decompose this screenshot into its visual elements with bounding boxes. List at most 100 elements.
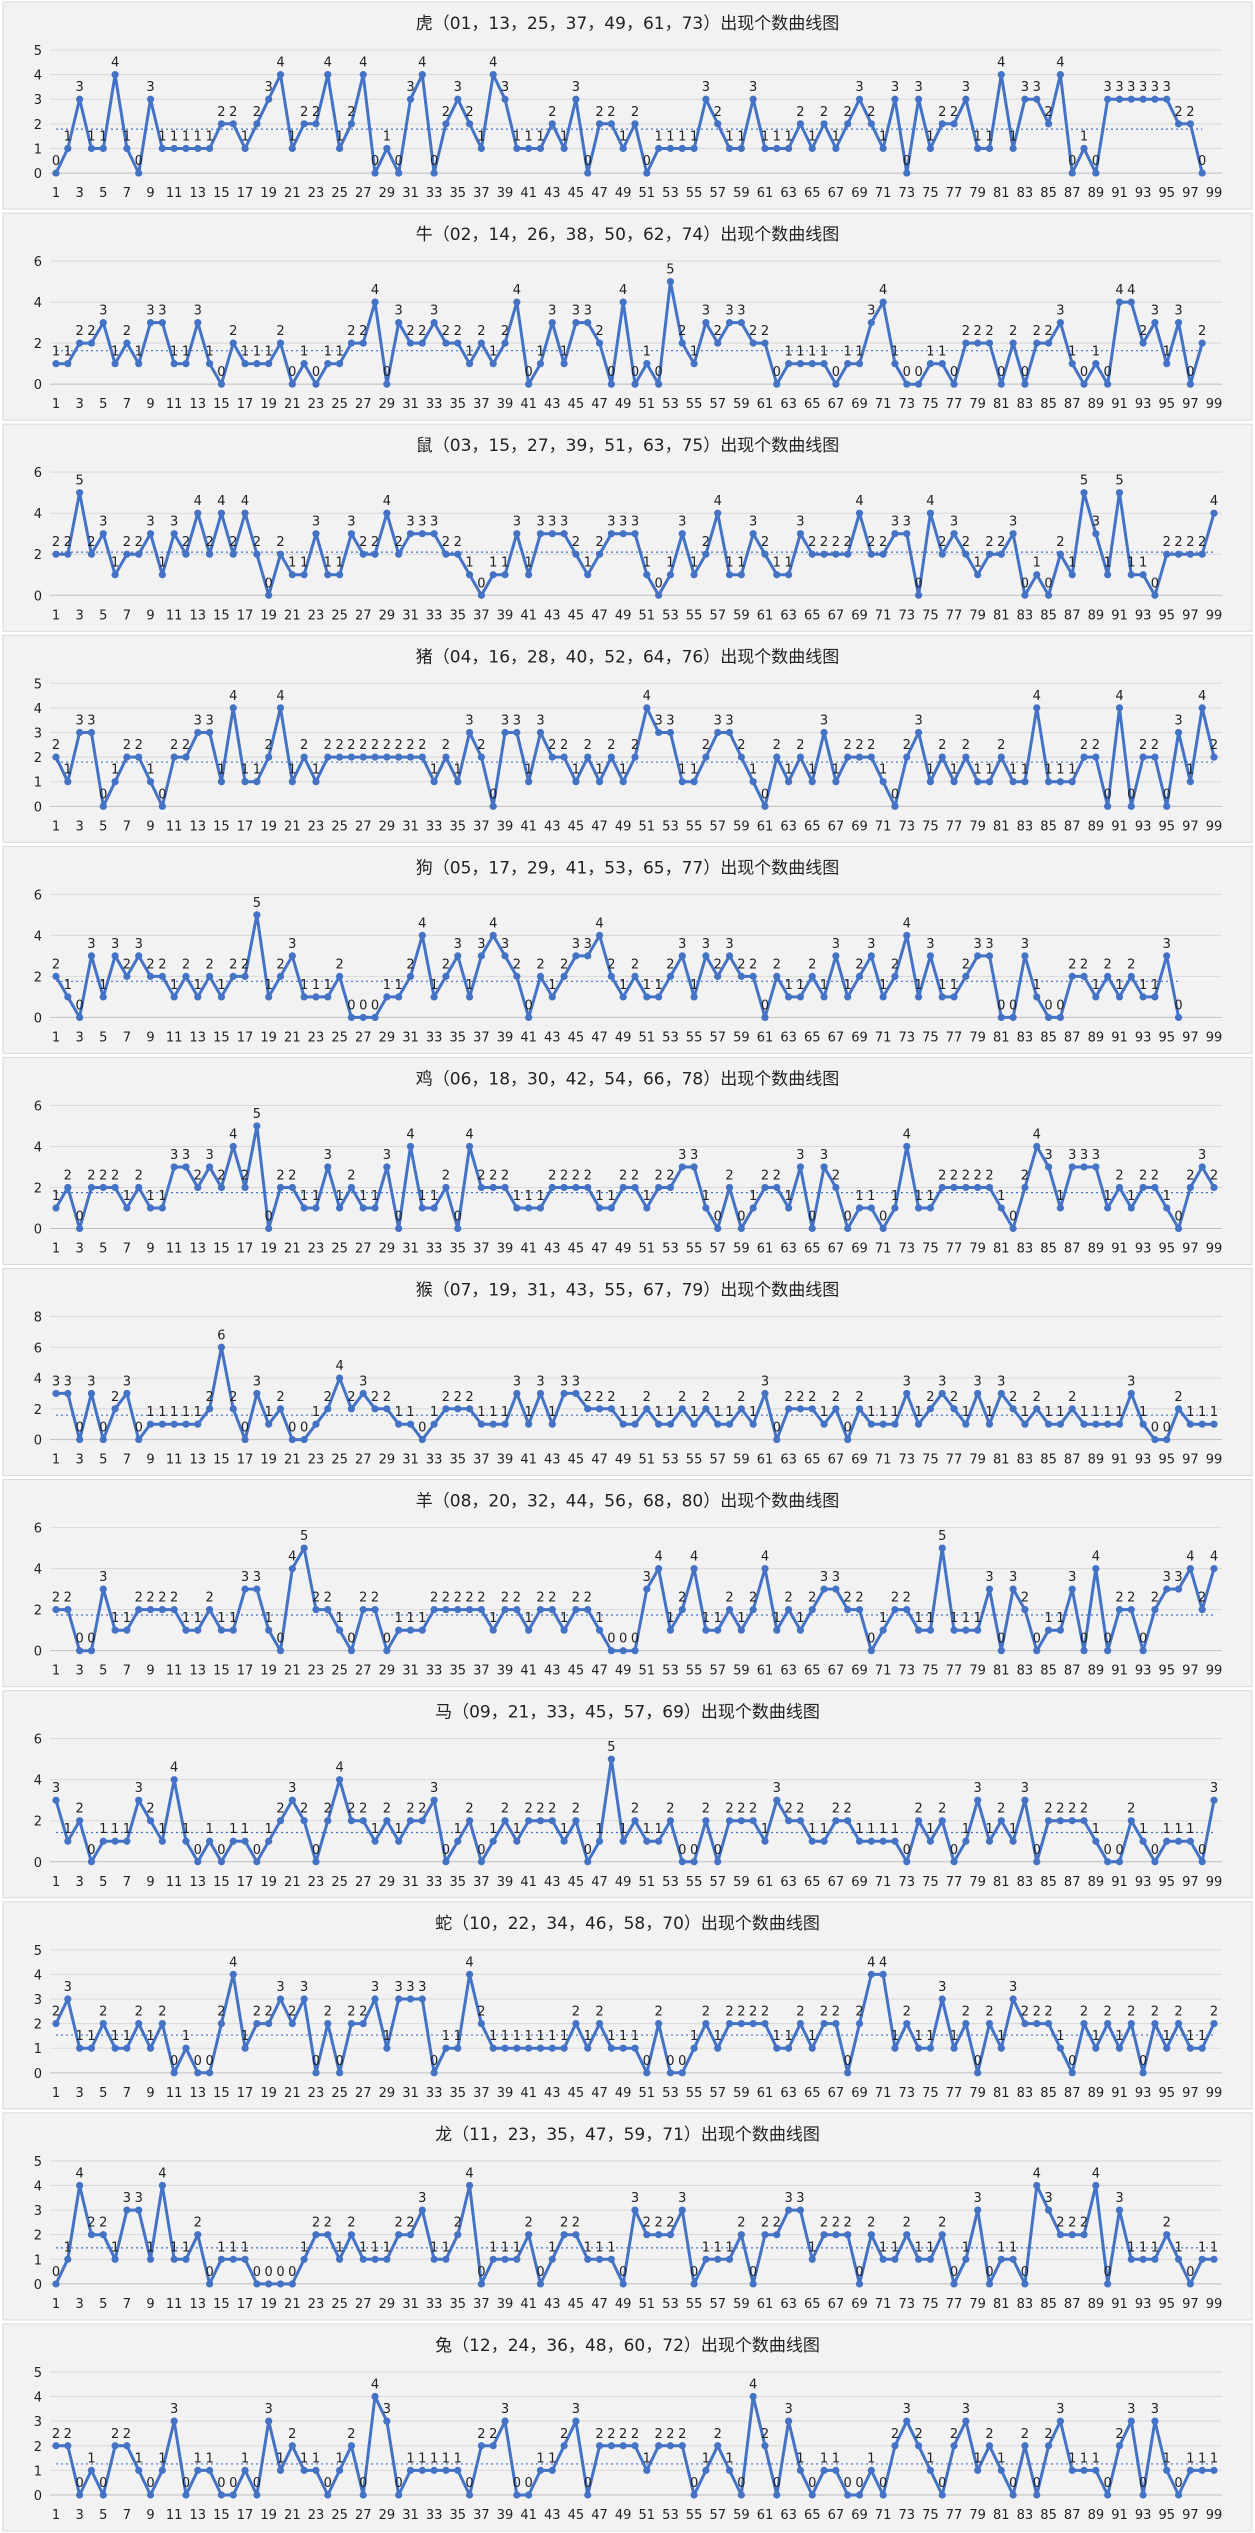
data-label: 1 [324,556,332,571]
x-tick-label: 13 [190,1030,207,1045]
data-point [465,728,474,737]
data-point [265,2280,273,2288]
data-point [879,1837,887,1845]
data-label: 3 [135,2191,143,2206]
data-label: 4 [170,1761,178,1776]
x-tick-label: 97 [1182,1664,1199,1679]
data-point [655,993,663,1001]
data-label: 0 [903,1843,911,1858]
x-tick-label: 69 [851,608,868,623]
data-label: 3 [678,2191,686,2206]
x-tick-label: 81 [993,1242,1010,1257]
data-point [1080,1647,1088,1655]
data-point [560,2231,568,2239]
data-label: 1 [442,2240,450,2255]
data-point [430,319,438,327]
data-label: 2 [844,1802,852,1817]
chart-title: 龙（11，23，35，47，59，71）出现个数曲线图 [435,2125,820,2145]
data-label: 2 [867,535,875,550]
x-tick-label: 83 [1017,1030,1034,1045]
data-point [111,71,119,79]
x-tick-label: 93 [1135,2508,1152,2523]
x-tick-label: 21 [284,1030,301,1045]
data-point [914,591,923,599]
data-point [985,1585,994,1593]
x-tick-label: 61 [757,819,774,834]
data-point [1056,2044,1064,2052]
data-label: 2 [938,2216,946,2231]
x-tick-label: 15 [213,1030,230,1045]
data-label: 2 [997,1802,1005,1817]
data-label: 2 [607,2427,615,2442]
data-point [146,2491,155,2499]
data-point [950,380,958,388]
x-tick-label: 47 [591,1875,608,1890]
x-tick-label: 67 [828,397,845,412]
x-tick-label: 67 [828,2297,845,2312]
data-point [1186,1420,1194,1428]
data-label: 1 [489,1822,497,1837]
data-label: 1 [654,129,662,144]
data-point [87,1183,96,1192]
data-label: 3 [87,937,95,952]
x-tick-label: 17 [237,608,254,623]
data-label: 1 [1009,1822,1017,1837]
x-tick-label: 11 [166,2297,183,2312]
data-label: 0 [205,2265,213,2280]
x-tick-label: 19 [260,608,277,623]
data-point [1127,2417,1135,2425]
data-label: 1 [170,345,178,360]
data-label: 2 [595,105,603,120]
data-label: 0 [1174,2476,1182,2491]
data-label: 3 [99,1570,107,1585]
data-point [253,550,261,558]
data-label: 2 [324,1390,332,1405]
data-label: 1 [465,345,473,360]
data-point [1115,2206,1124,2214]
data-point [335,972,344,980]
data-point [418,339,426,347]
y-tick-label: 6 [34,255,42,270]
x-tick-label: 91 [1111,819,1128,834]
data-label: 3 [1174,1570,1182,1585]
y-tick-label: 4 [34,1563,42,1578]
data-label: 3 [395,1980,403,1995]
data-point [52,1389,60,1398]
data-label: 2 [229,105,237,120]
data-label: 1 [182,345,190,360]
data-point [714,1858,722,1866]
x-tick-label: 47 [591,1453,608,1468]
data-label: 2 [489,1168,497,1183]
x-tick-label: 19 [260,1030,277,1045]
data-point [1021,778,1029,786]
data-point [276,2466,285,2474]
data-label: 0 [454,1210,462,1225]
x-tick-label: 73 [899,819,916,834]
x-tick-label: 39 [497,1453,514,1468]
data-label: 2 [737,957,745,972]
x-tick-label: 31 [402,186,419,201]
data-label: 0 [619,1632,627,1647]
x-tick-label: 85 [1040,1030,1057,1045]
data-point [1115,489,1124,497]
data-label: 1 [997,2029,1005,2044]
y-tick-label: 2 [34,1403,42,1418]
data-label: 1 [1127,2240,1135,2255]
x-tick-label: 83 [1017,2297,1034,2312]
x-tick-label: 81 [993,1875,1010,1890]
data-point [347,1405,356,1413]
data-label: 2 [1068,1390,1076,1405]
data-point [64,2255,72,2263]
data-label: 1 [406,1611,414,1626]
data-label: 1 [844,978,852,993]
data-label: 4 [1033,2166,1041,2181]
x-tick-label: 9 [146,1242,154,1257]
data-point [64,144,72,153]
data-point [714,1626,722,1634]
x-tick-label: 81 [993,2297,1010,2312]
data-label: 1 [324,978,332,993]
data-label: 0 [135,154,143,169]
data-point [844,753,852,761]
data-point [158,972,166,980]
data-point [312,1204,320,1212]
